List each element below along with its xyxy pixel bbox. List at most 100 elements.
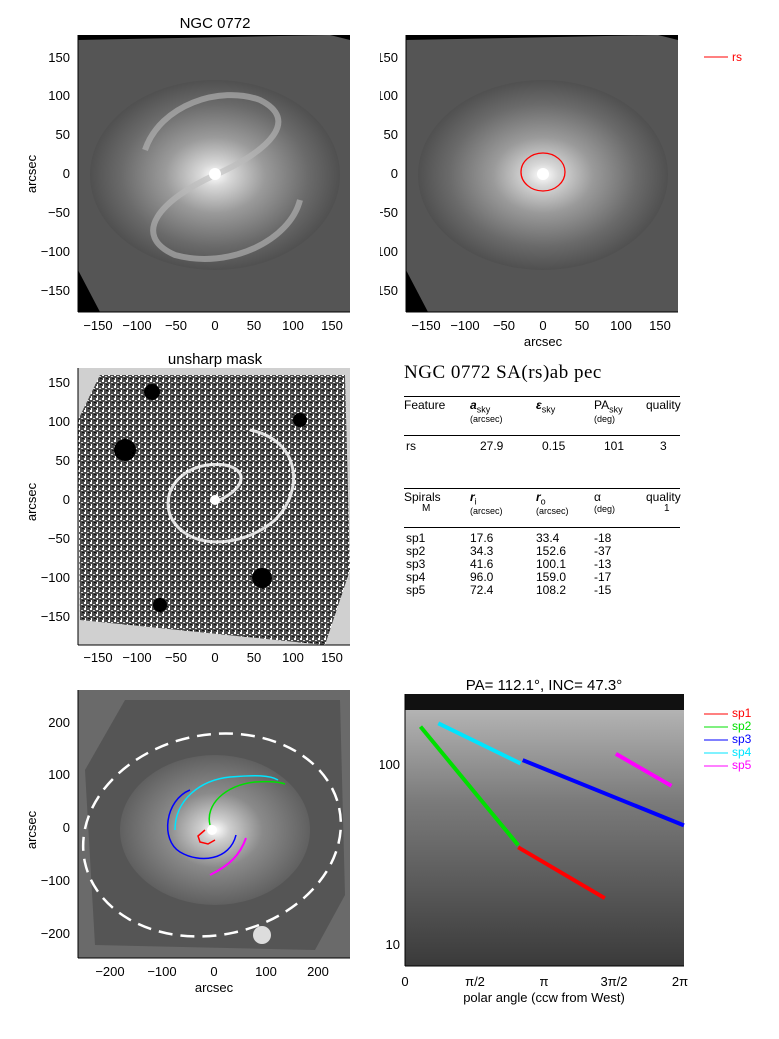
- x-axis: −150 −100 −50 0 50 100 150: [78, 644, 350, 665]
- x-axis: −150 −100 −50 0 50 100 150: [78, 311, 350, 333]
- y-tick-label: −100: [380, 244, 398, 259]
- header-spiral-quality-label: quality: [646, 490, 681, 504]
- table-row: sp1 17.6 33.4 -18: [404, 531, 680, 545]
- y-tick-label: −150: [380, 283, 398, 298]
- masked-star: [114, 439, 136, 461]
- x-tick-label: π: [540, 974, 549, 989]
- panel3-title: unsharp mask: [168, 351, 263, 368]
- galaxy-nucleus: [209, 168, 221, 180]
- masked-star: [144, 384, 160, 400]
- spiral-name: sp4: [406, 570, 426, 584]
- y-axis: 150 100 50 0 −50 −100 −150 arcsec: [24, 368, 79, 645]
- x-tick-label: 2π: [672, 974, 688, 989]
- panel6-title: PA= 112.1°, INC= 47.3°: [466, 677, 623, 694]
- feature-quality: 3: [660, 439, 667, 453]
- legend-label-sp4: sp4: [732, 745, 752, 759]
- y-tick-label: −200: [41, 926, 70, 941]
- header-ri-sub: i: [474, 496, 477, 507]
- x-tick-label: 3π/2: [600, 974, 627, 989]
- spiral-ro: 100.1: [536, 557, 567, 571]
- x-axis-label: arcsec: [524, 334, 563, 349]
- x-tick-label: 100: [282, 650, 304, 665]
- header-spirals: Spirals M: [404, 490, 441, 514]
- table-row: sp5 72.4 108.2 -15: [404, 583, 680, 597]
- header-ri-symbol: r: [470, 490, 475, 504]
- x-tick-label: 200: [307, 964, 329, 979]
- header-spiral-quality: quality 1: [646, 490, 681, 514]
- header-a-symbol: a: [470, 398, 477, 412]
- series-line-sp4: [437, 721, 522, 766]
- y-tick-label: 50: [384, 127, 398, 142]
- y-tick-label: −50: [48, 205, 70, 220]
- y-axis: 100 10: [380, 694, 406, 966]
- x-tick-label: 50: [247, 650, 261, 665]
- series-line-sp2: [418, 725, 520, 847]
- x-tick-label: 0: [211, 650, 218, 665]
- series-line-sp5: [614, 752, 673, 788]
- x-tick-label: 100: [282, 318, 304, 333]
- spiral-ri: 41.6: [470, 557, 494, 571]
- feature-name: rs: [406, 439, 416, 453]
- table-row: sp4 96.0 159.0 -17: [404, 570, 680, 584]
- x-tick-label: −50: [165, 318, 187, 333]
- x-tick-label: −150: [83, 650, 112, 665]
- header-ro: ro (arcsec): [536, 490, 569, 516]
- spiral-ri: 96.0: [470, 570, 494, 584]
- y-axis: 150 100 50 0 −50 −100 −150: [380, 35, 407, 312]
- y-tick-label: 100: [380, 88, 398, 103]
- x-tick-label: 100: [610, 318, 632, 333]
- panel-ring-overlay: rs 150 100 50 0 −50 −100 −150 −150 −100 …: [380, 35, 742, 349]
- header-a-unit: (arcsec): [470, 414, 503, 425]
- y-axis: 150 100 50 0 −50 −100 −150 arcsec: [24, 35, 79, 312]
- legend: rs: [704, 50, 742, 64]
- x-tick-label: 50: [575, 318, 589, 333]
- y-tick-label: 50: [56, 453, 70, 468]
- header-ri: ri (arcsec): [470, 490, 503, 516]
- x-tick-label: −150: [83, 318, 112, 333]
- header-alpha-unit: (deg): [594, 504, 616, 514]
- x-axis: −150 −100 −50 0 50 100 150 arcsec: [406, 311, 678, 349]
- disk-outline-ellipse: [81, 732, 343, 938]
- y-tick-label: 10: [386, 937, 400, 952]
- y-axis-label: arcsec: [24, 154, 39, 193]
- table-row: sp2 34.3 152.6 -37: [404, 544, 680, 558]
- y-tick-label: 100: [380, 757, 400, 772]
- table-title: NGC 0772 SA(rs)ab pec: [404, 362, 602, 383]
- x-axis-label: polar angle (ccw from West): [463, 990, 625, 1005]
- spiral-ro: 33.4: [536, 531, 560, 545]
- header-pa-unit: (deg): [594, 414, 616, 425]
- header-pa-sub: sky: [609, 404, 623, 415]
- y-tick-label: 100: [48, 767, 70, 782]
- galaxy-nucleus: [207, 825, 217, 835]
- spiral-name: sp2: [406, 544, 426, 558]
- y-tick-label: −50: [48, 531, 70, 546]
- table-rule: [404, 527, 680, 528]
- header-pa-symbol: PA: [594, 398, 610, 412]
- panel-unsharp-mask: unsharp mask 150 100 50 0 −50 −100 −150 …: [24, 351, 350, 665]
- y-tick-label: −100: [41, 244, 70, 259]
- spiral-series-lines: [418, 721, 685, 900]
- legend-label-rs: rs: [732, 50, 742, 64]
- y-tick-label: −150: [41, 283, 70, 298]
- feature-pa: 101: [604, 439, 625, 453]
- spiral-ri: 17.6: [470, 531, 494, 545]
- series-line-sp1: [517, 845, 606, 900]
- spiral-alpha: -17: [594, 570, 612, 584]
- panel-log-polar-plot: PA= 112.1°, INC= 47.3° sp1 sp2 sp3 sp4 s…: [380, 677, 752, 1005]
- series-line-sp3: [521, 758, 685, 828]
- y-tick-label: 0: [391, 166, 398, 181]
- header-a-sky: asky (arcsec): [470, 398, 503, 424]
- y-axis-label: arcsec: [24, 482, 39, 521]
- header-ri-unit: (arcsec): [470, 506, 503, 517]
- bright-star: [253, 926, 271, 944]
- x-tick-label: 150: [649, 318, 671, 333]
- table-row: sp3 41.6 100.1 -13: [404, 557, 680, 571]
- x-tick-label: π/2: [465, 974, 485, 989]
- feature-a: 27.9: [480, 439, 504, 453]
- masked-star: [293, 413, 307, 427]
- spiral-name: sp1: [406, 531, 426, 545]
- x-tick-label: 150: [321, 318, 343, 333]
- plot-top-band: [405, 694, 684, 710]
- y-axis-label: arcsec: [24, 810, 39, 849]
- masked-image: [78, 375, 350, 645]
